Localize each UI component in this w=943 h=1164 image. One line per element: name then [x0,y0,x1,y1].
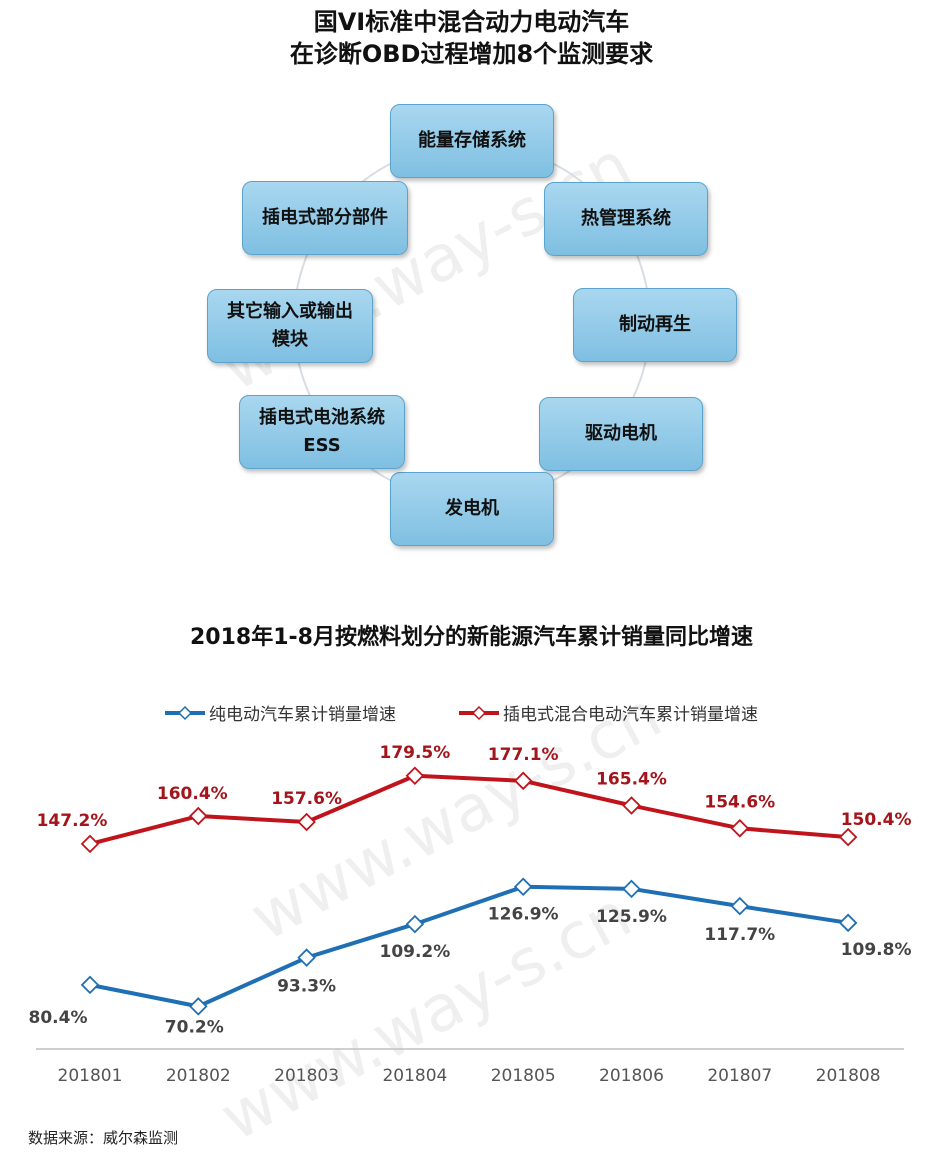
node-label: 能量存储系统 [418,130,526,151]
data-label: 179.5% [379,743,450,763]
diagram-title-line1: 国VI标准中混合动力电动汽车 [313,8,630,36]
x-tick-label: 201803 [274,1066,339,1086]
data-point [80,834,100,854]
data-point [80,975,100,995]
data-label: 109.8% [841,940,912,960]
node-label-line2: ESS [303,435,341,456]
legend-swatch-phev [459,705,499,720]
x-tick-label: 201808 [816,1066,881,1086]
data-point [297,948,316,967]
diagram-title: 国VI标准中混合动力电动汽车 在诊断OBD过程增加8个监测要求 [0,6,943,70]
x-tick-label: 201802 [166,1066,231,1086]
data-label: 125.9% [596,907,667,927]
x-tick-label: 201805 [491,1066,556,1086]
legend-item-phev: 插电式混合电动汽车累计销量增速 [459,700,758,725]
series-line-0 [89,884,849,1009]
chart-title: 2018年1-8月按燃料划分的新能源汽车累计销量同比增速 [190,625,753,650]
node-generator: 发电机 [390,472,554,546]
data-label: 160.4% [157,784,228,804]
x-tick-label: 201806 [599,1066,664,1086]
data-label: 126.9% [488,905,559,925]
data-point [297,812,316,832]
node-regenerative-braking: 制动再生 [573,288,737,362]
legend-label-bev: 纯电动汽车累计销量增速 [209,705,396,725]
data-label: 154.6% [704,792,775,812]
data-label: 165.4% [596,770,667,790]
x-tick-label: 201807 [707,1066,772,1086]
node-other-io-module: 其它输入或输出 模块 [207,289,373,363]
data-label: 147.2% [37,811,108,831]
diagram-title-line2: 在诊断OBD过程增加8个监测要求 [289,40,654,68]
node-label: 制动再生 [619,314,691,335]
node-label: 插电式部分部件 [262,207,388,228]
data-label: 150.4% [841,810,912,830]
node-label: 发电机 [445,498,499,519]
data-point [405,766,425,786]
data-point [622,796,641,815]
legend-label-phev: 插电式混合电动汽车累计销量增速 [503,705,758,725]
data-source: 数据来源：威尔森监测 [28,1129,179,1147]
data-label: 70.2% [165,1017,224,1037]
data-label: 80.4% [29,1008,88,1028]
data-point [622,879,641,899]
node-label: 热管理系统 [581,208,671,229]
node-drive-motor: 驱动电机 [539,397,703,471]
data-label: 177.1% [488,745,559,765]
data-point [189,997,208,1016]
node-plugin-battery-ess: 插电式电池系统 ESS [239,395,405,469]
node-energy-storage: 能量存储系统 [390,104,554,178]
node-plugin-partial-components: 插电式部分部件 [242,181,408,255]
data-point [730,896,750,916]
x-tick-label: 201801 [58,1066,123,1086]
node-label: 其它输入或输出 [227,301,353,322]
legend-item-bev: 纯电动汽车累计销量增速 [165,700,396,725]
x-tick-label: 201804 [382,1066,447,1086]
data-point [730,819,750,838]
data-label: 157.6% [271,789,342,809]
legend-swatch-bev [165,705,205,720]
node-label: 插电式电池系统 [259,407,385,428]
data-point [513,771,533,791]
data-point [405,914,425,934]
data-label: 109.2% [379,942,450,962]
data-point [838,827,858,847]
node-thermal-management: 热管理系统 [544,182,708,256]
data-point [189,806,208,826]
data-label: 117.7% [704,925,775,945]
data-label: 93.3% [277,977,336,997]
data-point [838,913,858,933]
data-point [513,877,533,897]
node-label-line2: 模块 [272,329,308,350]
node-label: 驱动电机 [585,423,657,444]
series-line-1 [89,773,849,846]
